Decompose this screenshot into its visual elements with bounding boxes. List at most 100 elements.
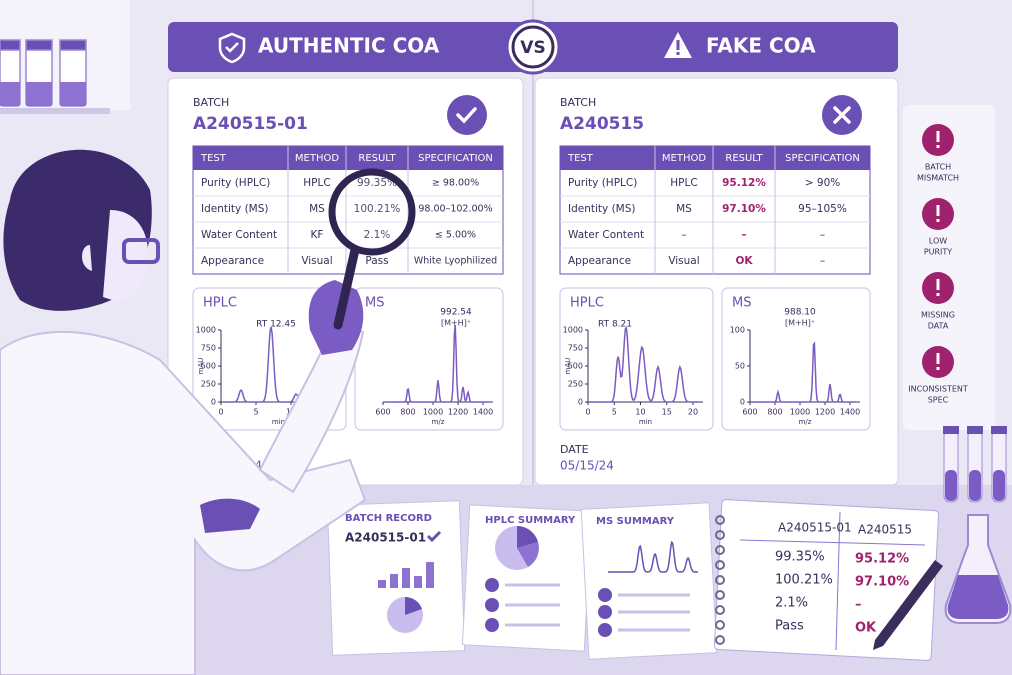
peak-label: 988.10 <box>784 308 816 318</box>
notebook-header: A240515 <box>858 523 912 537</box>
x-tick-label: 10 <box>635 408 645 417</box>
paper-batch: A240515-01 <box>345 531 426 545</box>
table-cell: Identity (MS) <box>568 203 636 215</box>
y-tick-label: 250 <box>568 380 583 389</box>
x-tick-label: 1400 <box>840 408 860 417</box>
x-tick-label: 0 <box>218 408 223 417</box>
paper-check <box>426 530 442 543</box>
header-right: FAKE COA <box>706 34 816 58</box>
x-tick-label: 800 <box>400 408 415 417</box>
table-cell: Visual <box>668 255 699 267</box>
peak-label: RT 8.21 <box>598 320 632 330</box>
notebook-cell: 97.10% <box>855 575 909 590</box>
paper-pie-slice <box>405 597 422 615</box>
tube-cap <box>967 426 983 434</box>
peak-label: 992.54 <box>440 308 472 318</box>
flag-bang <box>936 131 940 142</box>
table-cell: MS <box>309 203 325 215</box>
table-cell: ≤ 5.00% <box>435 230 476 241</box>
paper-bar <box>390 574 398 588</box>
table-cell: Purity (HPLC) <box>201 177 270 189</box>
spiral <box>715 620 725 630</box>
x-tick-label: 5 <box>612 408 617 417</box>
warning-bang <box>676 40 680 50</box>
x-tick-label: 800 <box>767 408 782 417</box>
lab-coat <box>0 330 367 675</box>
table-cell: 95.12% <box>722 177 766 189</box>
paper-title: HPLC SUMMARY <box>485 515 576 526</box>
flag-label: MISMATCH <box>917 174 959 183</box>
table-cell: – <box>741 229 746 241</box>
table-cell: MS <box>676 203 692 215</box>
magnifier-lens <box>328 168 416 256</box>
flask-liquid <box>947 575 1009 619</box>
column-header: SPECIFICATION <box>785 153 860 164</box>
chart-title: MS <box>365 296 384 311</box>
y-axis-label: mAU <box>197 358 205 375</box>
flag-bang <box>936 353 940 364</box>
x-tick-label: 20 <box>688 408 698 417</box>
table-cell: 2.1% <box>364 229 391 241</box>
glasses <box>122 238 160 264</box>
y-tick-label: 1000 <box>563 326 583 335</box>
shield-icon <box>218 32 246 64</box>
x-tick-label: 600 <box>375 408 390 417</box>
tube-liquid <box>969 470 981 501</box>
check-bullet <box>485 618 499 632</box>
table-cell: KF <box>311 229 324 241</box>
table-cell: 98.00–102.00% <box>418 204 492 215</box>
batch-id: A240515 <box>560 114 644 134</box>
column-header: RESULT <box>725 153 763 164</box>
trace <box>590 325 699 403</box>
shelf <box>0 108 110 114</box>
notebook-cell: Pass <box>775 619 804 634</box>
column-header: METHOD <box>662 153 706 164</box>
notebook-cell: 100.21% <box>775 573 833 588</box>
table-cell: – <box>820 255 825 267</box>
x-tick-label: 1200 <box>448 408 468 417</box>
table-cell: OK <box>735 255 753 267</box>
table-cell: – <box>681 229 686 241</box>
column-header: SPECIFICATION <box>418 153 493 164</box>
table-cell: Appearance <box>568 255 631 267</box>
flag-dot <box>936 293 940 296</box>
desk-glove <box>200 498 260 533</box>
notebook-rule <box>739 539 926 546</box>
flag-dot <box>936 145 940 148</box>
chart-panel <box>721 287 871 431</box>
x-tick-label: 1200 <box>815 408 835 417</box>
trace <box>752 341 856 403</box>
spiral <box>715 575 725 585</box>
magnifier-handle <box>333 245 360 330</box>
table-cell: Visual <box>301 255 332 267</box>
spiral <box>715 515 725 525</box>
paper-title: BATCH RECORD <box>345 513 432 524</box>
y-tick-label: 0 <box>211 398 216 407</box>
date-label: DATE <box>560 443 589 456</box>
y-tick-label: 250 <box>201 380 216 389</box>
x-axis-label: m/z <box>432 418 445 426</box>
table-cell: HPLC <box>303 177 330 189</box>
notebook-cell: 2.1% <box>775 596 808 611</box>
bottles <box>0 39 87 107</box>
arm <box>258 318 365 494</box>
status-icon <box>456 107 477 124</box>
paper-trace <box>608 540 698 573</box>
x-axis-label: min <box>639 418 652 426</box>
shield-check <box>225 42 239 53</box>
batch-label: BATCH <box>193 96 229 109</box>
notebook-rule <box>835 511 841 651</box>
paper-bar <box>414 576 422 588</box>
paper-bar <box>402 568 410 588</box>
x-axis-label: m/z <box>799 418 812 426</box>
spiral <box>715 530 725 540</box>
spiral <box>715 560 725 570</box>
paper-title: MS SUMMARY <box>596 516 675 527</box>
vs-inner <box>511 25 555 69</box>
flag-label: LOW <box>929 237 947 246</box>
paper-bar <box>426 562 434 588</box>
spiral <box>715 635 725 645</box>
table-cell: Appearance <box>201 255 264 267</box>
paper-pie-slice <box>517 542 539 567</box>
